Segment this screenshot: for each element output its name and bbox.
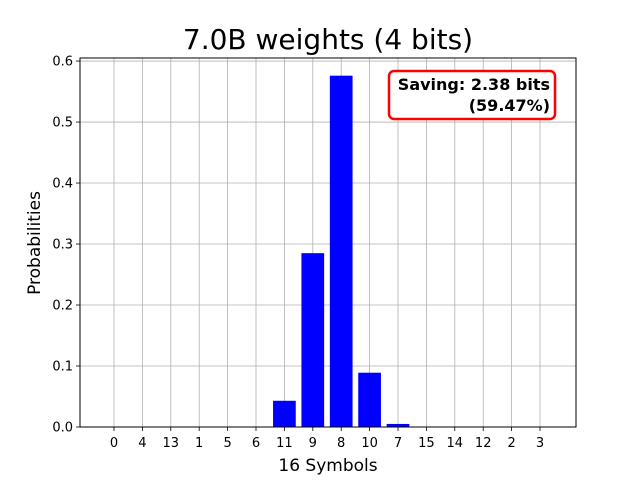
x-tick-label: 1	[195, 436, 203, 451]
y-tick-label: 0.5	[52, 116, 73, 131]
x-tick-label: 3	[536, 436, 544, 451]
chart-title: 7.0B weights (4 bits)	[183, 23, 473, 56]
annotation-border	[387, 69, 557, 121]
x-tick-label: 14	[447, 436, 464, 451]
x-tick-label: 15	[418, 436, 435, 451]
y-axis-label: Probabilities	[25, 191, 45, 295]
y-axis-ticks: 0.0 0.1 0.2 0.3 0.4 0.5 0.6	[52, 55, 80, 436]
bar-10	[358, 372, 381, 427]
bar-11	[273, 400, 296, 427]
x-axis-ticks: 0 4 13 1 5 6 11 9 8 10 7 15 14 12 2 3	[110, 427, 544, 451]
x-tick-label: 4	[138, 436, 146, 451]
x-axis-label: 16 Symbols	[278, 456, 377, 476]
x-tick-label: 5	[223, 436, 231, 451]
x-tick-label: 8	[337, 436, 345, 451]
y-tick-label: 0.2	[52, 299, 73, 314]
bar-9	[301, 253, 325, 427]
annotation-box: Saving: 2.38 bits (59.47%)	[387, 69, 557, 121]
x-tick-label: 0	[110, 436, 118, 451]
annotation-line-2: (59.47%)	[469, 96, 550, 115]
y-tick-label: 0.3	[52, 238, 73, 253]
x-tick-label: 6	[252, 436, 260, 451]
y-tick-label: 0.4	[52, 177, 73, 192]
y-tick-label: 0.1	[52, 360, 73, 375]
x-tick-label: 2	[507, 436, 515, 451]
x-tick-label: 12	[475, 436, 492, 451]
y-tick-label: 0.6	[52, 55, 73, 70]
y-tick-label: 0.0	[52, 421, 73, 436]
annotation-line-1: Saving: 2.38 bits	[398, 75, 550, 94]
x-tick-label: 11	[276, 436, 293, 451]
bars	[273, 75, 410, 427]
x-tick-label: 13	[163, 436, 180, 451]
bar-7	[386, 423, 410, 427]
x-tick-label: 7	[394, 436, 402, 451]
plot-frame	[79, 57, 577, 428]
x-tick-label: 10	[361, 436, 378, 451]
bar-8	[329, 75, 353, 427]
grid-lines	[80, 58, 576, 428]
x-tick-label: 9	[309, 436, 317, 451]
